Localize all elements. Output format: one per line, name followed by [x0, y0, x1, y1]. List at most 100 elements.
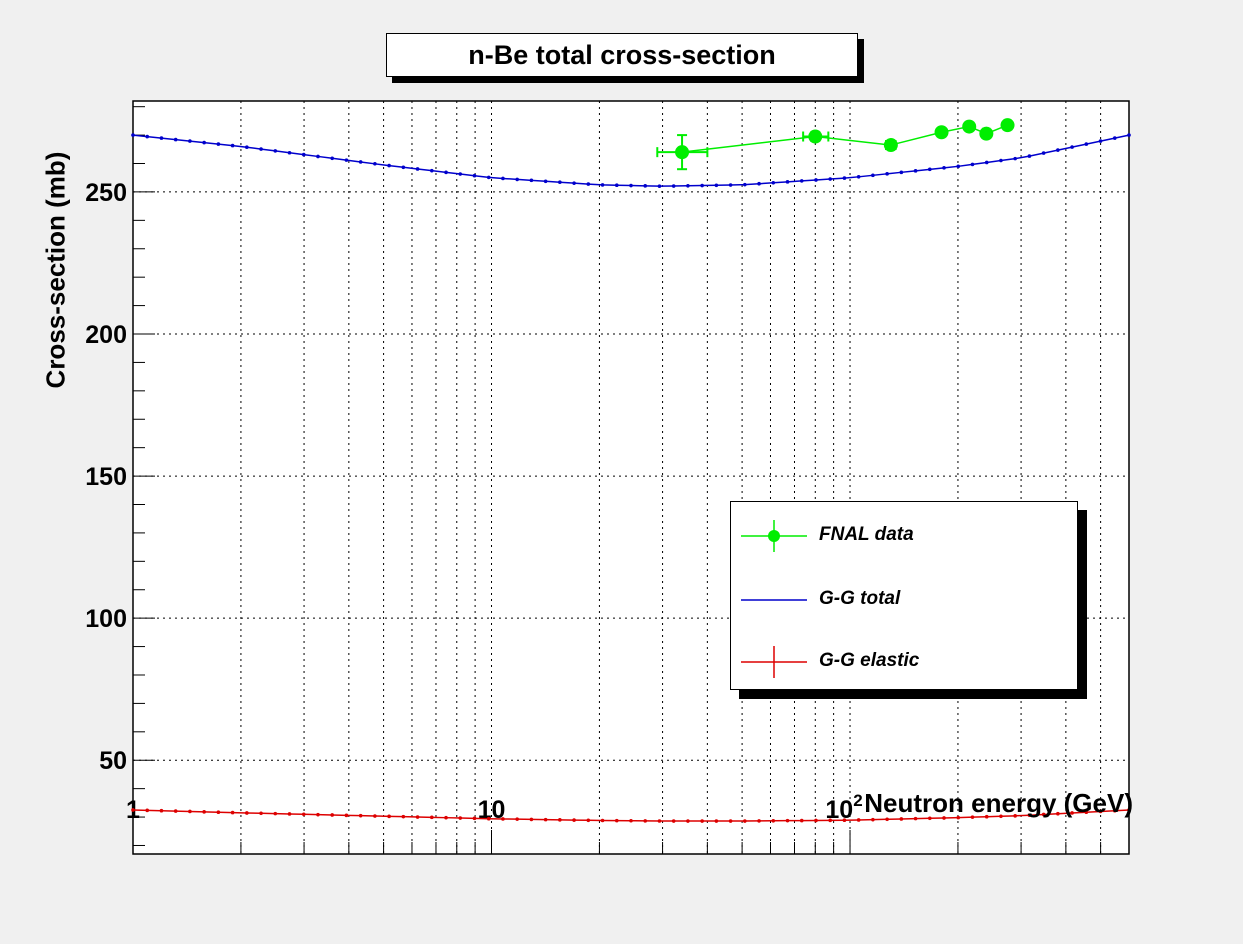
gg-total-point	[871, 173, 875, 178]
fnal-point	[962, 119, 977, 134]
gg-elastic-point	[814, 818, 818, 823]
plot-area	[133, 101, 1129, 854]
gg-total-point	[913, 169, 918, 173]
gg-total-point	[415, 167, 420, 171]
legend: FNAL data G-G total G-G elastic	[730, 501, 1078, 690]
gg-elastic-point	[785, 818, 790, 823]
gg-elastic-point	[1041, 812, 1046, 817]
gg-elastic-point	[430, 815, 434, 820]
gg-total-point	[430, 168, 434, 173]
gg-total-point	[999, 158, 1003, 163]
gg-total-point	[173, 137, 178, 142]
gg-total-point	[1027, 154, 1032, 158]
gg-elastic-point	[501, 817, 505, 821]
y-tick-label: 200	[85, 321, 127, 349]
gg-total-point	[387, 163, 391, 168]
gg-total-point	[1098, 139, 1103, 143]
gg-elastic-point	[799, 818, 804, 823]
gg-total-point	[757, 181, 761, 186]
x-axis-label: Neutron energy (GeV)	[864, 788, 1133, 818]
gg-total-point	[984, 160, 989, 165]
gg-elastic-point	[714, 819, 719, 823]
gg-total-point	[600, 183, 605, 187]
gg-elastic-point	[344, 813, 349, 818]
gg-elastic-point	[743, 819, 747, 823]
gg-elastic-point	[671, 819, 676, 823]
gg-total-point	[245, 145, 249, 150]
gg-elastic-point	[757, 819, 761, 823]
gg-elastic-point	[330, 813, 335, 817]
gg-total-point	[259, 147, 263, 151]
gg-elastic-point	[1084, 810, 1089, 815]
chart-title: n-Be total cross-section	[468, 39, 776, 70]
gg-elastic-point	[401, 814, 406, 819]
gg-elastic-point	[301, 812, 306, 817]
gg-elastic-point	[316, 812, 320, 817]
gg-total-point	[145, 134, 150, 139]
legend-marker-fnal	[741, 520, 807, 552]
gg-total-point	[273, 149, 278, 153]
fnal-point	[883, 138, 898, 153]
gg-elastic-point	[928, 816, 932, 821]
gg-total-point	[373, 162, 377, 166]
gg-total-point	[1084, 142, 1089, 146]
gg-elastic-point	[572, 818, 576, 822]
gg-total-point	[842, 176, 847, 180]
gg-total-point	[188, 139, 192, 143]
gg-elastic-point	[458, 816, 463, 820]
gg-total-point	[956, 164, 961, 169]
gg-elastic-point	[842, 818, 847, 823]
gg-elastic-point	[984, 814, 989, 819]
gg-elastic-point	[159, 808, 164, 813]
gg-elastic-point	[856, 818, 861, 822]
gg-elastic-point	[173, 809, 178, 813]
gg-total-point	[486, 175, 491, 180]
gg-total-point	[358, 160, 363, 164]
gg-elastic-point	[444, 815, 448, 820]
gg-elastic-point	[558, 818, 562, 822]
gg-elastic-point	[828, 818, 832, 823]
y-tick-label: 150	[85, 463, 127, 491]
gg-total-point	[330, 156, 335, 161]
gg-elastic-point	[188, 809, 192, 814]
gg-elastic-point	[387, 814, 391, 819]
gg-elastic-point	[373, 814, 377, 818]
gg-total-point	[928, 167, 932, 172]
gg-total-point	[586, 182, 591, 186]
gg-total-point	[344, 158, 349, 162]
gg-total-point	[885, 172, 889, 176]
gg-elastic-point	[515, 817, 519, 821]
gg-total-point	[301, 152, 306, 157]
gg-total-point	[202, 140, 206, 145]
fnal-point	[979, 126, 994, 141]
legend-entry-fnal: FNAL data	[731, 510, 1077, 560]
gg-total-point	[1070, 145, 1074, 149]
gg-total-point	[771, 180, 776, 185]
gg-elastic-point	[728, 819, 733, 823]
gg-total-point	[671, 184, 676, 188]
gg-total-point	[714, 183, 719, 188]
legend-marker-gg-elastic	[741, 646, 807, 678]
gg-elastic-point	[358, 813, 363, 818]
gg-elastic-point	[1127, 808, 1131, 812]
y-axis-label: Cross-section (mb)	[40, 151, 71, 389]
gg-elastic-point	[145, 808, 150, 813]
gg-total-point	[444, 170, 448, 175]
gg-total-point	[472, 173, 477, 178]
legend-marker-gg-total	[741, 599, 807, 601]
gg-total-point	[458, 172, 463, 176]
gg-elastic-point	[657, 819, 662, 823]
gg-elastic-point	[1056, 811, 1060, 816]
gg-elastic-point	[245, 811, 249, 815]
fnal-point	[808, 129, 823, 144]
y-tick-label: 250	[85, 179, 127, 207]
gg-total-point	[743, 182, 747, 187]
gg-total-point	[814, 178, 818, 182]
gg-elastic-point	[942, 816, 946, 820]
gg-elastic-point	[913, 816, 918, 821]
gg-elastic-point	[629, 818, 633, 823]
gg-elastic-point	[273, 811, 278, 816]
gg-total-point	[529, 178, 534, 183]
